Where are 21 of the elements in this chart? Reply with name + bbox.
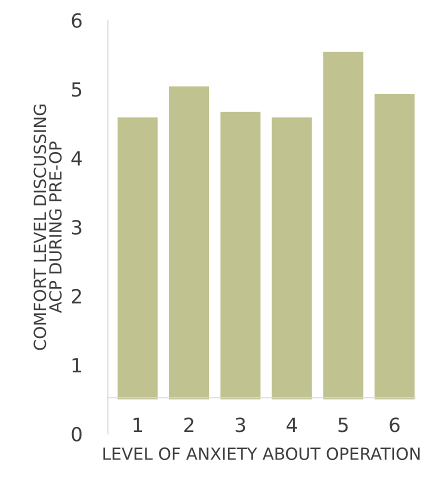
x-tick-label: 1 [134, 418, 142, 432]
x-tick-label: 2 [184, 418, 194, 432]
y-tick-label: 4 [71, 151, 82, 166]
y-tick-label: 0 [72, 426, 82, 442]
y-tick-label: 6 [72, 13, 82, 28]
y-tick-label: 3 [72, 220, 82, 235]
x-tick-label: 5 [338, 418, 348, 432]
y-axis-title: COMFORT LEVEL DISCUSSING ACP DURING PRE-OP [34, 104, 62, 350]
bar [118, 117, 158, 400]
bar [374, 94, 415, 400]
bar [323, 52, 364, 400]
y-tick-label: 2 [72, 288, 81, 304]
x-tick-label: 4 [286, 418, 297, 432]
y-tick-label: 5 [72, 82, 82, 97]
x-tick-label: 6 [390, 418, 400, 432]
x-axis-title: LEVEL OF ANXIETY ABOUT OPERATION [103, 447, 420, 460]
bar [272, 117, 312, 400]
x-tick-label: 3 [236, 418, 246, 432]
bar [169, 86, 210, 400]
bar [220, 112, 260, 400]
y-tick-label: 1 [72, 358, 82, 372]
